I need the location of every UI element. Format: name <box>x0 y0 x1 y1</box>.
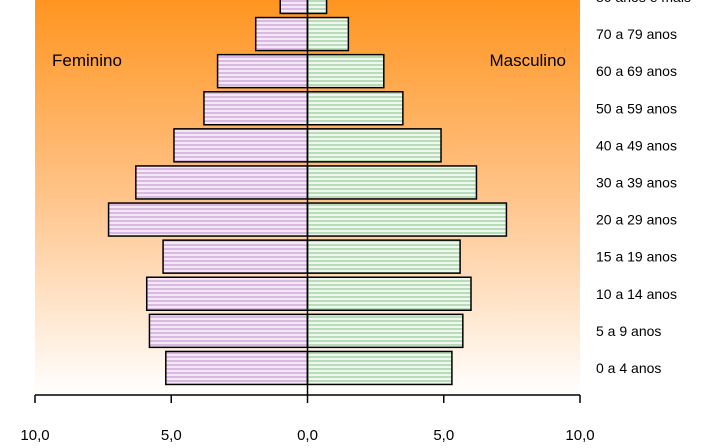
series-label-feminino: Feminino <box>52 51 122 70</box>
bar-feminino-8 <box>216 53 309 89</box>
bar-masculino-0 <box>306 350 453 386</box>
category-label-7: 50 a 59 anos <box>596 100 677 116</box>
bar-masculino-2 <box>306 276 472 311</box>
bar-feminino-3 <box>162 239 309 274</box>
bar-feminino-1 <box>148 313 309 349</box>
bar-feminino-10 <box>279 0 309 15</box>
category-label-4: 20 a 29 anos <box>596 212 677 228</box>
x-tick-label-3: 5,0 <box>433 427 454 444</box>
bar-feminino-2 <box>145 276 309 311</box>
bar-feminino-4 <box>107 202 309 237</box>
x-tick-label-2: 0,0 <box>297 427 318 444</box>
category-label-2: 10 a 14 anos <box>596 286 677 302</box>
category-label-6: 40 a 49 anos <box>596 137 677 153</box>
bar-masculino-4 <box>306 202 508 237</box>
bars-layer <box>107 0 508 395</box>
bar-feminino-9 <box>254 16 309 52</box>
bar-masculino-8 <box>306 53 385 89</box>
bar-masculino-9 <box>306 16 350 52</box>
category-label-10: 80 anos e mais <box>596 0 691 5</box>
bar-feminino-7 <box>203 91 309 126</box>
bar-masculino-3 <box>306 239 461 274</box>
category-label-1: 5 a 9 anos <box>596 323 661 339</box>
bar-feminino-5 <box>135 165 309 200</box>
category-label-8: 60 a 69 anos <box>596 63 677 79</box>
x-tick-label-0: 10,0 <box>20 427 49 444</box>
series-label-masculino: Masculino <box>489 51 566 70</box>
category-label-0: 0 a 4 anos <box>596 360 661 376</box>
bar-masculino-7 <box>306 91 404 126</box>
category-label-3: 15 a 19 anos <box>596 249 677 265</box>
bar-masculino-10 <box>306 0 328 15</box>
category-labels: 0 a 4 anos 5 a 9 anos 10 a 14 anos 15 a 19 … <box>596 0 691 376</box>
category-label-5: 30 a 39 anos <box>596 174 677 190</box>
x-tick-label-1: 5,0 <box>161 427 182 444</box>
category-label-9: 70 a 79 anos <box>596 26 677 42</box>
bar-feminino-0 <box>165 350 309 386</box>
bar-masculino-5 <box>306 165 478 200</box>
bar-masculino-6 <box>306 128 442 163</box>
bar-masculino-1 <box>306 313 464 349</box>
x-tick-label-4: 10,0 <box>565 427 594 444</box>
bar-feminino-6 <box>173 128 309 163</box>
x-axis: 10,0 5,0 0,0 5,0 10,0 <box>20 394 595 444</box>
